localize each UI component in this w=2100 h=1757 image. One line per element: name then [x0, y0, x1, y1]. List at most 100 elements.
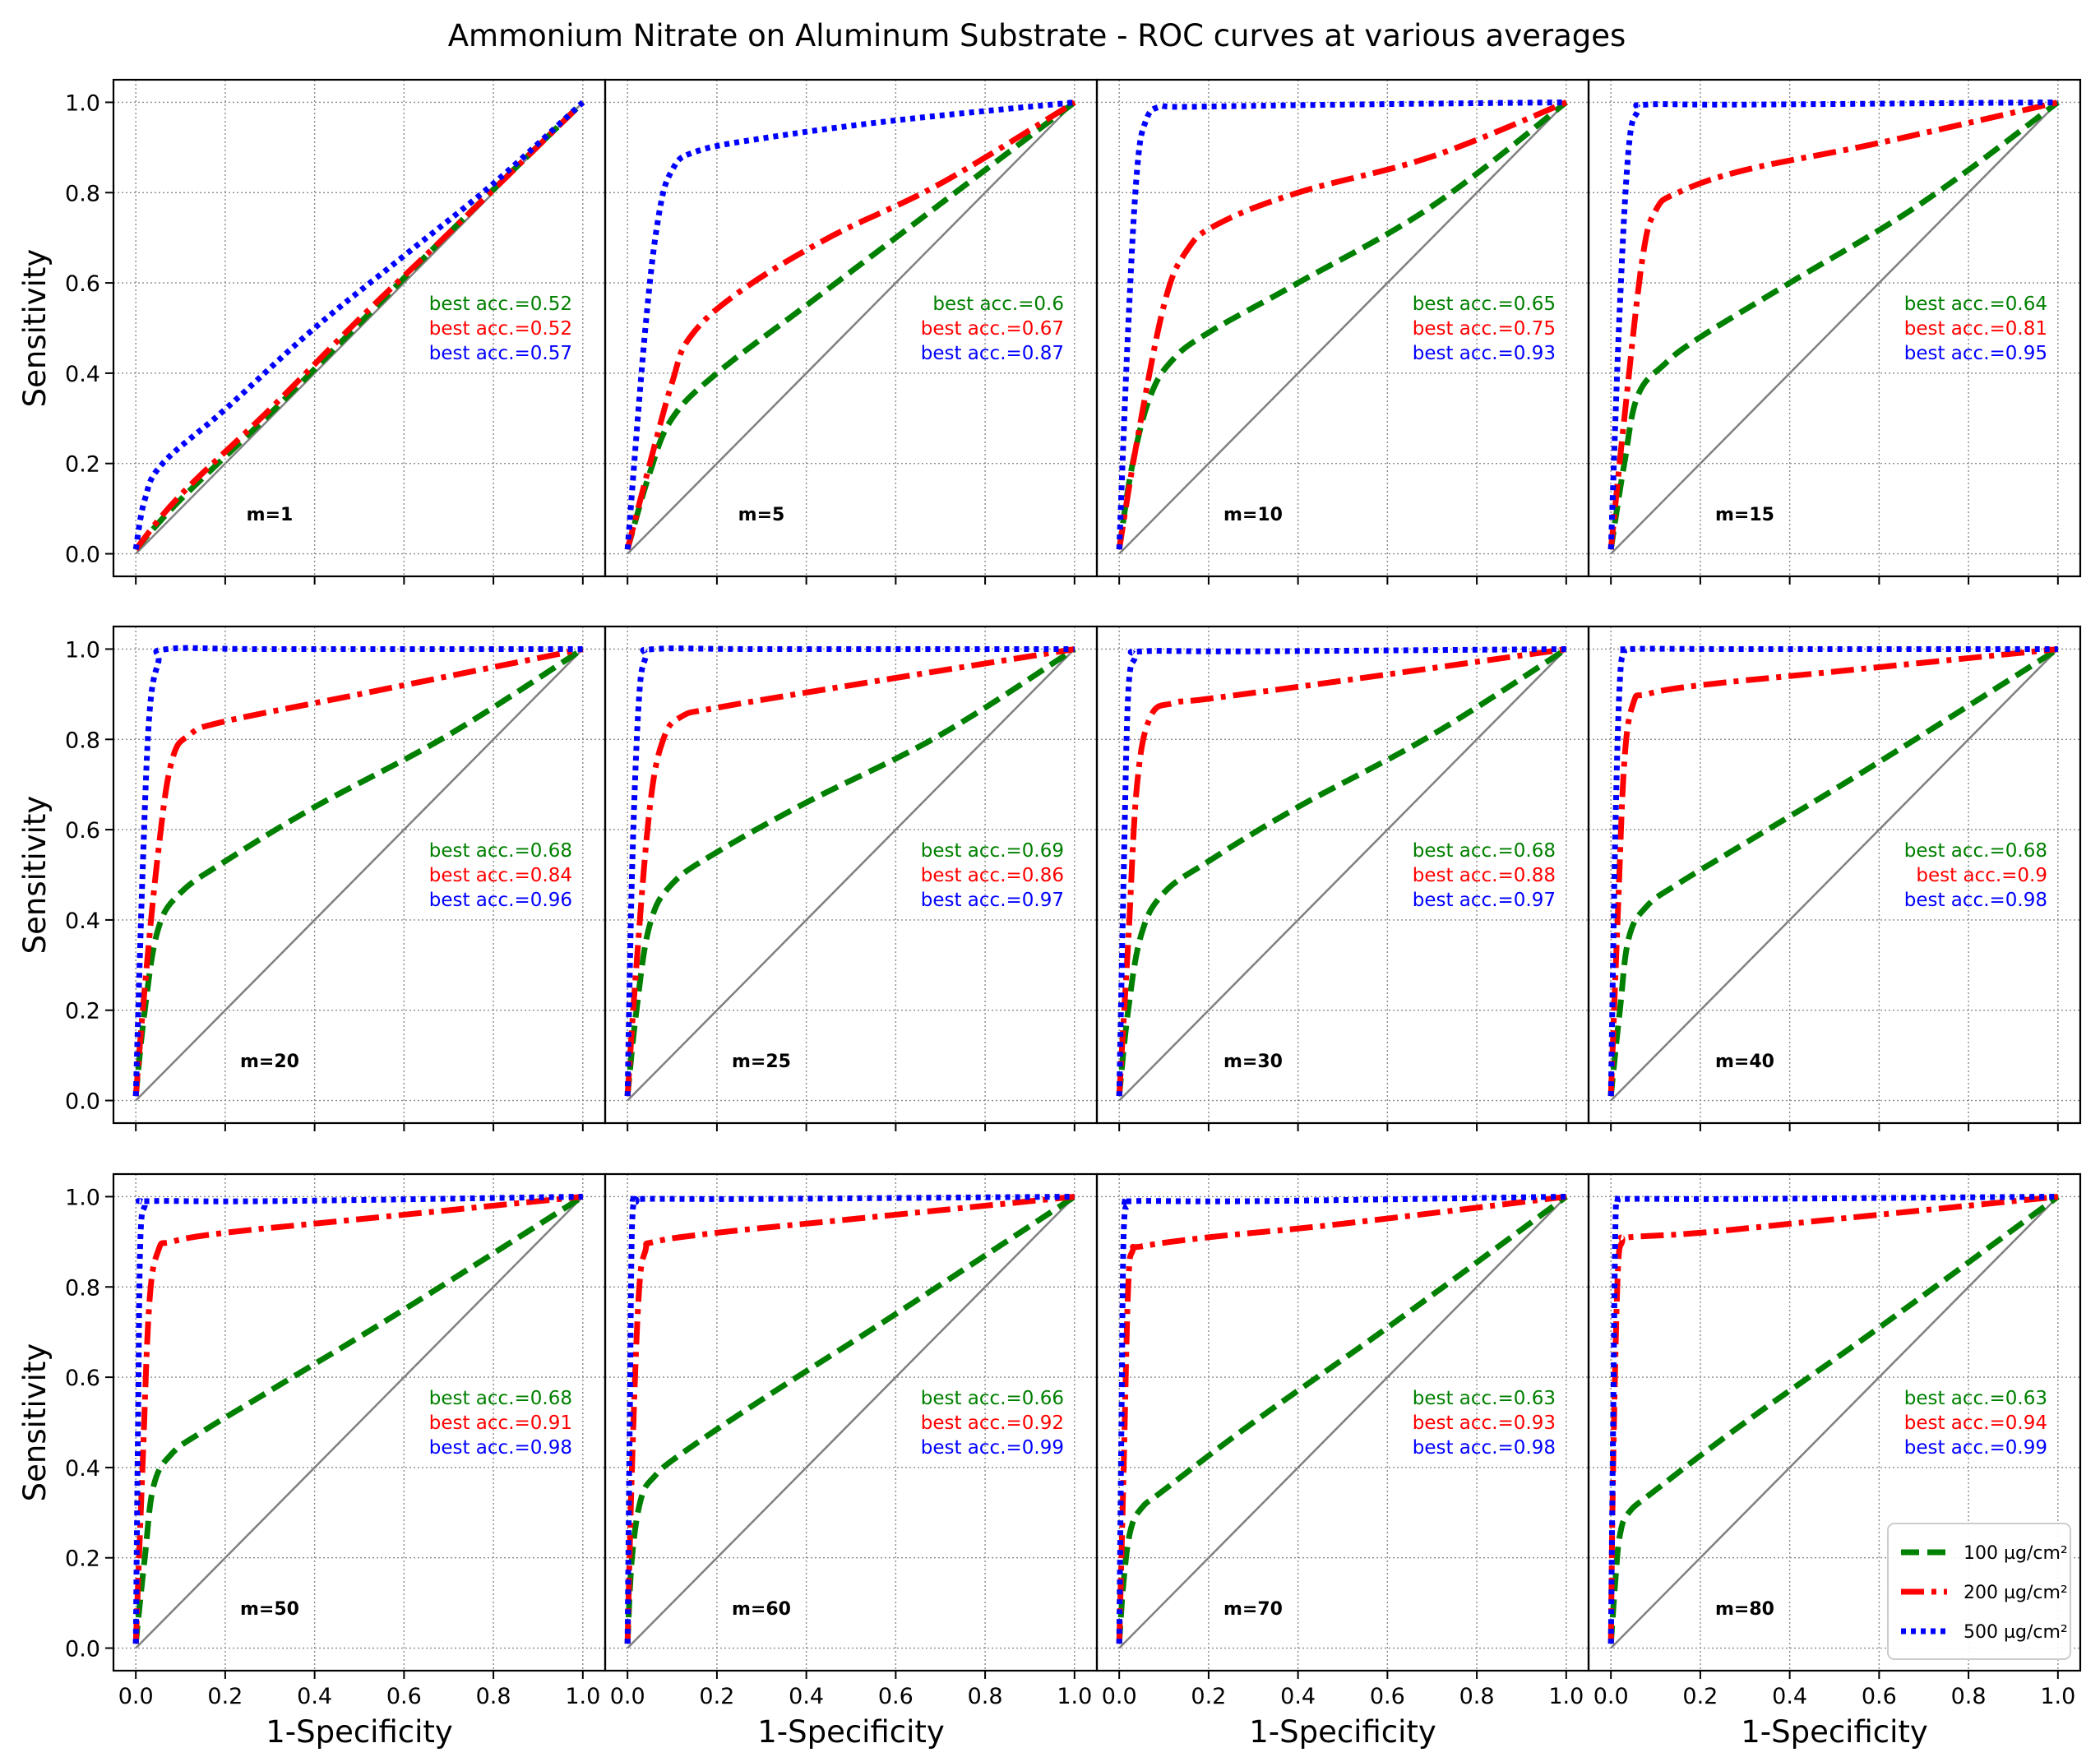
- axes-frame: [1587, 625, 2082, 1125]
- roc-series-500: [1116, 646, 1566, 1097]
- roc-series-200: [1116, 1194, 1567, 1644]
- y-axis-label: Sensitivity: [17, 796, 53, 955]
- best-accuracy-label: best acc.=0.94: [1904, 1413, 2047, 1434]
- best-accuracy-label: best acc.=0.92: [921, 1413, 1064, 1434]
- grid: [1097, 627, 1589, 1123]
- best-accuracy-label: best acc.=0.91: [429, 1413, 572, 1434]
- y-tick-label: 1.0: [65, 90, 100, 116]
- y-tick-label: 0.0: [65, 1089, 100, 1115]
- roc-series-500: [1607, 99, 2058, 550]
- grid: [113, 80, 605, 576]
- y-tick-label: 0.4: [65, 1456, 100, 1482]
- roc-series-100: [1607, 99, 2060, 550]
- x-tick-label: 0.2: [1682, 1684, 1718, 1709]
- axes-frame: [1587, 78, 2082, 578]
- panels-grid: 0.0 0.2 0.4 0.6 0.8 1.0 Sensitivity best acc.=0…: [17, 78, 2082, 1750]
- chance-diagonal: [627, 1195, 1075, 1649]
- best-accuracy-label: best acc.=0.87: [921, 343, 1064, 364]
- best-accuracy-label: best acc.=0.68: [1413, 840, 1556, 862]
- panel-m-label: m=25: [732, 1052, 791, 1072]
- best-accuracy-label: best acc.=0.52: [429, 294, 572, 315]
- roc-series-100: [133, 99, 585, 552]
- best-accuracy-label: best acc.=0.98: [429, 1437, 572, 1459]
- chance-diagonal: [627, 648, 1075, 1102]
- chance-diagonal: [135, 1195, 584, 1649]
- legend-label-200: 200 µg/cm²: [1964, 1583, 2068, 1603]
- roc-series-100: [624, 1194, 1076, 1644]
- roc-panel: 0.0 0.2 0.4 0.6 0.8 1.0 1-Specificity best acc.…: [1587, 1172, 2082, 1750]
- best-accuracy-label: best acc.=0.93: [1413, 1413, 1556, 1434]
- roc-series-200: [1607, 646, 2059, 1097]
- roc-panel: best acc.=0.68 best acc.=0.88 best acc.=0.…: [1095, 625, 1590, 1131]
- best-accuracy-label: best acc.=0.99: [921, 1437, 1064, 1459]
- x-tick-label: 0.2: [207, 1684, 243, 1709]
- x-tick-label: 0.0: [610, 1684, 645, 1709]
- roc-panel: 0.0 0.2 0.4 0.6 0.8 1.0 1-Specificity best acc.…: [1095, 1172, 1590, 1750]
- panel-m-label: m=10: [1223, 505, 1283, 525]
- best-accuracy-label: best acc.=0.93: [1413, 343, 1556, 364]
- best-accuracy-label: best acc.=0.95: [1904, 343, 2047, 364]
- roc-series-200: [624, 99, 1076, 550]
- panel-m-label: m=20: [240, 1052, 299, 1072]
- grid: [113, 627, 605, 1123]
- roc-series-100: [1116, 99, 1568, 550]
- x-tick-label: 0.8: [1951, 1684, 1987, 1709]
- x-axis-label: 1-Specificity: [1249, 1714, 1436, 1750]
- panel-m-label: m=15: [1715, 505, 1774, 525]
- roc-series-100: [1607, 1194, 2060, 1644]
- best-accuracy-label: best acc.=0.66: [921, 1388, 1064, 1409]
- best-accuracy-label: best acc.=0.97: [1413, 890, 1556, 911]
- roc-series-200: [1116, 99, 1568, 550]
- roc-series-200: [132, 646, 584, 1097]
- chance-diagonal: [1118, 101, 1567, 555]
- x-tick-label: 1.0: [565, 1684, 600, 1709]
- chance-diagonal: [1610, 1195, 2059, 1649]
- roc-panel: best acc.=0.68 best acc.=0.9 best acc.=0.9…: [1587, 625, 2082, 1131]
- roc-series-500: [624, 645, 1075, 1097]
- roc-series-500: [1607, 1194, 2058, 1644]
- y-tick-label: 0.2: [65, 999, 100, 1024]
- y-tick-label: 0.6: [65, 1366, 100, 1391]
- best-accuracy-label: best acc.=0.68: [429, 840, 572, 862]
- best-accuracy-label: best acc.=0.81: [1904, 318, 2047, 340]
- x-tick-label: 0.4: [789, 1684, 824, 1709]
- legend-box: [1887, 1523, 2071, 1660]
- y-tick-label: 0.0: [65, 543, 100, 568]
- roc-series-100: [1116, 1194, 1568, 1644]
- roc-series-500: [132, 99, 585, 550]
- best-accuracy-label: best acc.=0.68: [429, 1388, 572, 1409]
- y-tick-label: 0.6: [65, 818, 100, 844]
- grid: [1589, 627, 2080, 1123]
- best-accuracy-label: best acc.=0.84: [429, 865, 572, 886]
- roc-series-200: [1607, 99, 2059, 550]
- roc-panel: best acc.=0.64 best acc.=0.81 best acc.=0.…: [1587, 78, 2082, 585]
- roc-series-200: [1607, 1194, 2059, 1644]
- best-accuracy-label: best acc.=0.98: [1413, 1437, 1556, 1459]
- roc-series-200: [624, 646, 1075, 1097]
- best-accuracy-label: best acc.=0.63: [1413, 1388, 1556, 1409]
- y-axis-label: Sensitivity: [17, 1343, 53, 1502]
- axes-frame: [1587, 1172, 2082, 1672]
- best-accuracy-label: best acc.=0.67: [921, 318, 1064, 340]
- x-tick-label: 0.8: [968, 1684, 1003, 1709]
- grid: [1097, 80, 1589, 576]
- roc-series-100: [624, 646, 1076, 1097]
- best-accuracy-label: best acc.=0.63: [1904, 1388, 2047, 1409]
- y-tick-label: 0.0: [65, 1637, 100, 1662]
- chance-diagonal: [1118, 1195, 1567, 1649]
- best-accuracy-label: best acc.=0.86: [921, 865, 1064, 886]
- chance-diagonal: [135, 648, 584, 1102]
- x-tick-label: 0.6: [1370, 1684, 1405, 1709]
- x-axis-label: 1-Specificity: [266, 1714, 453, 1750]
- chance-diagonal: [1118, 648, 1567, 1102]
- panel-m-label: m=1: [247, 505, 294, 525]
- x-tick-label: 0.6: [878, 1684, 914, 1709]
- roc-series-100: [132, 646, 585, 1097]
- best-accuracy-label: best acc.=0.97: [921, 890, 1064, 911]
- best-accuracy-label: best acc.=0.75: [1413, 318, 1556, 340]
- best-accuracy-label: best acc.=0.64: [1904, 294, 2047, 315]
- roc-panel: best acc.=0.6 best acc.=0.67 best acc.=0.8…: [604, 78, 1099, 585]
- y-tick-label: 0.4: [65, 362, 100, 387]
